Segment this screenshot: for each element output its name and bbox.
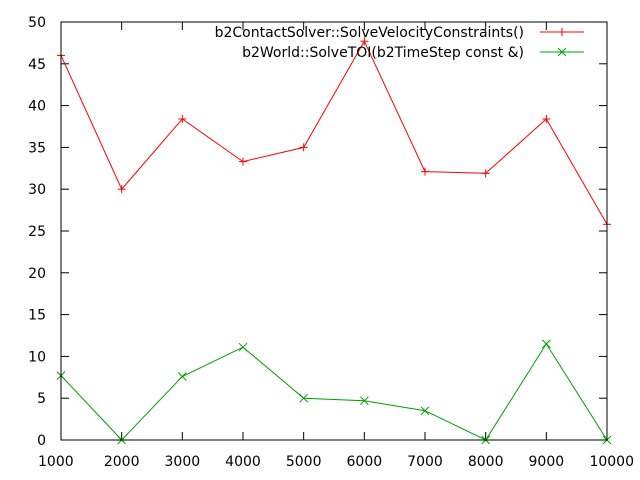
x-tick-label: 2000 xyxy=(104,454,140,470)
plot-frame xyxy=(60,21,608,441)
y-tick-label: 45 xyxy=(28,57,46,73)
y-tick-label: 40 xyxy=(28,99,46,115)
legend-marker-series-2 xyxy=(557,47,567,57)
legend-label-series-2: b2World::SolveTOI(b2TimeStep const &) xyxy=(242,45,524,61)
series-2-point xyxy=(359,396,369,406)
x-tick-label: 8000 xyxy=(468,454,504,470)
series-2-point xyxy=(541,339,551,349)
x-tick-label: 4000 xyxy=(225,454,261,470)
series-1-point xyxy=(239,157,247,166)
series-1-point xyxy=(360,37,369,46)
y-tick-label: 35 xyxy=(28,140,46,156)
series-1-point xyxy=(542,114,551,123)
legend-marker-series-1 xyxy=(558,28,566,36)
series-1-point xyxy=(481,169,490,178)
x-tick-label: 5000 xyxy=(286,454,322,470)
series-1-line xyxy=(60,40,608,225)
series-2-point xyxy=(299,393,309,403)
y-tick-label: 10 xyxy=(28,349,46,365)
series-1-point xyxy=(117,185,126,194)
x-tick-label: 6000 xyxy=(347,454,383,470)
series-2 xyxy=(56,339,612,445)
x-tick-label: 9000 xyxy=(529,454,565,470)
y-tick-label: 20 xyxy=(28,266,46,282)
legend: b2ContactSolver::SolveVelocityConstraint… xyxy=(215,25,584,61)
x-tick-label: 7000 xyxy=(407,454,443,470)
y-tick-label: 50 xyxy=(28,15,46,31)
x-tick-label: 3000 xyxy=(165,454,201,470)
series-2-point xyxy=(177,372,187,381)
y-axis-tick-labels: 0 5 10 15 20 25 30 35 40 45 50 xyxy=(28,15,46,449)
y-tick-label: 5 xyxy=(37,391,46,407)
y-tick-label: 30 xyxy=(28,182,46,198)
series-2-point xyxy=(238,342,248,352)
series-1-point xyxy=(421,167,429,176)
series-1-point xyxy=(178,114,187,123)
y-tick-label: 0 xyxy=(37,433,46,449)
series-layer xyxy=(56,37,612,445)
y-tick-label: 15 xyxy=(28,308,46,324)
legend-label-series-1: b2ContactSolver::SolveVelocityConstraint… xyxy=(215,25,524,41)
x-tick-label: 10000 xyxy=(589,454,634,470)
x-tick-label: 1000 xyxy=(38,454,74,470)
series-1 xyxy=(57,37,611,229)
x-axis-tick-labels: 1000 2000 3000 4000 5000 6000 7000 8000 9000 1000… xyxy=(38,454,634,470)
series-1-point xyxy=(299,143,308,152)
y-tick-label: 25 xyxy=(28,224,46,240)
series-2-line xyxy=(60,342,608,441)
series-2-point xyxy=(420,406,430,416)
